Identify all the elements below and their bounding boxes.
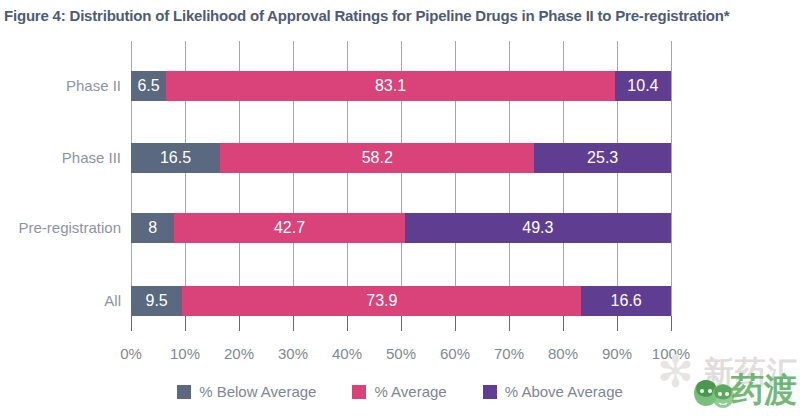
x-axis-tick-label: 50% (386, 345, 416, 362)
x-axis-tick-label: 30% (278, 345, 308, 362)
axis-tick (239, 316, 240, 331)
legend-item: % Above Average (483, 383, 623, 400)
bar-segment: 42.7 (174, 213, 405, 243)
legend-label: % Above Average (505, 383, 623, 400)
figure: Figure 4: Distribution of Likelihood of … (0, 0, 800, 416)
axis-tick (563, 316, 564, 331)
legend-swatch-icon (483, 385, 497, 399)
x-axis-tick-label: 10% (170, 345, 200, 362)
axis-tick (131, 316, 132, 331)
legend-swatch-icon (177, 385, 191, 399)
x-axis-tick-label: 70% (494, 345, 524, 362)
bar-segment: 9.5 (131, 286, 182, 316)
bar-segment: 6.5 (131, 71, 166, 101)
legend-label: % Average (374, 383, 446, 400)
bar-segment: 25.3 (534, 143, 671, 173)
bar-segment: 83.1 (166, 71, 615, 101)
x-axis-tick-label: 40% (332, 345, 362, 362)
axis-tick (617, 316, 618, 331)
category-label: Phase II (0, 71, 121, 101)
x-axis-tick-label: 60% (440, 345, 470, 362)
legend-item: % Average (352, 383, 446, 400)
axis-tick (347, 316, 348, 331)
category-label: Pre-registration (0, 213, 121, 243)
x-axis-tick-label: 20% (224, 345, 254, 362)
bar-segment: 73.9 (182, 286, 581, 316)
category-label: All (0, 286, 121, 316)
stacked-bar: 9.573.916.6 (131, 286, 671, 316)
legend-item: % Below Average (177, 383, 316, 400)
figure-title: Figure 4: Distribution of Likelihood of … (4, 7, 796, 24)
bar-segment: 49.3 (405, 213, 671, 243)
legend: % Below Average % Average % Above Average (0, 383, 800, 400)
gridline (671, 41, 672, 316)
x-axis-tick-label: 90% (602, 345, 632, 362)
x-axis-tick-label: 100% (652, 345, 690, 362)
bar-segment: 8 (131, 213, 174, 243)
bar-segment: 58.2 (220, 143, 534, 173)
category-label: Phase III (0, 143, 121, 173)
legend-swatch-icon (352, 385, 366, 399)
stacked-bar: 6.583.110.4 (131, 71, 671, 101)
axis-tick (185, 316, 186, 331)
bar-segment: 16.6 (581, 286, 671, 316)
axis-tick (455, 316, 456, 331)
stacked-bar: 842.749.3 (131, 213, 671, 243)
axis-tick (671, 316, 672, 331)
legend-label: % Below Average (199, 383, 316, 400)
bar-segment: 16.5 (131, 143, 220, 173)
axis-tick (293, 316, 294, 331)
axis-tick (509, 316, 510, 331)
stacked-bar: 16.558.225.3 (131, 143, 671, 173)
bar-segment: 10.4 (615, 71, 671, 101)
axis-tick (401, 316, 402, 331)
x-axis-tick-label: 0% (120, 345, 142, 362)
x-axis-tick-label: 80% (548, 345, 578, 362)
